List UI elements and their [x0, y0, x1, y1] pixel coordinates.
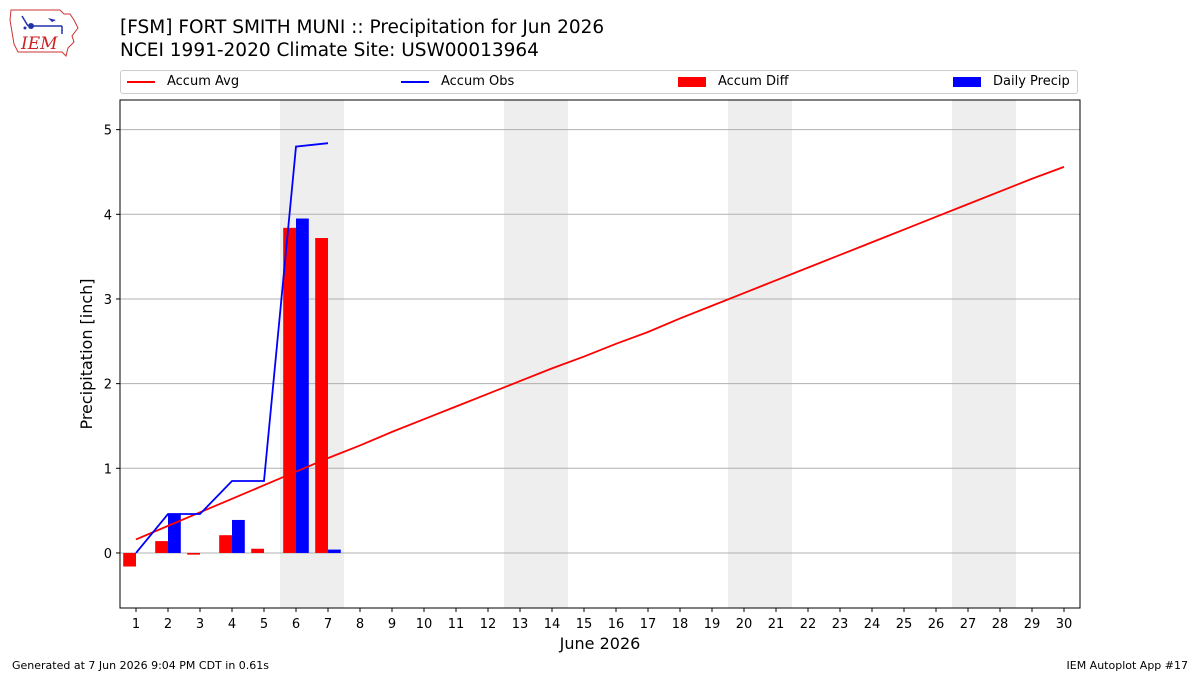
x-tick-label: 9 — [388, 617, 396, 632]
x-tick-label: 25 — [896, 617, 913, 632]
x-tick-label: 13 — [512, 617, 529, 632]
lines-group — [135, 142, 1065, 554]
x-tick-label: 21 — [768, 617, 785, 632]
x-tick-label: 27 — [960, 617, 977, 632]
app-credit: IEM Autoplot App #17 — [1066, 659, 1189, 672]
bar-accum-diff — [283, 227, 296, 553]
bar-accum-diff — [219, 535, 232, 553]
x-tick-label: 16 — [608, 617, 625, 632]
weekend-band — [728, 100, 792, 608]
y-tick-label: 3 — [104, 293, 112, 308]
y-ticks-group: 0 1 2 3 4 5 — [104, 124, 120, 562]
bars-group — [123, 218, 341, 567]
chart-subtitle: NCEI 1991-2020 Climate Site: USW00013964 — [120, 40, 539, 61]
x-tick-label: 15 — [576, 617, 593, 632]
x-tick-label: 23 — [832, 617, 849, 632]
bar-daily-precip — [296, 218, 309, 553]
x-tick-label: 14 — [544, 617, 561, 632]
legend-label-daily-precip: Daily Precip — [993, 74, 1070, 89]
y-axis-label: Precipitation [inch] — [77, 278, 96, 429]
bar-daily-precip — [168, 514, 181, 553]
legend-swatch-accum-obs — [401, 80, 429, 83]
x-tick-label: 4 — [228, 617, 236, 632]
legend-swatch-accum-diff — [678, 76, 706, 87]
x-tick-label: 1 — [132, 617, 140, 632]
x-tick-label: 29 — [1024, 617, 1041, 632]
line-accum-avg — [135, 166, 1065, 541]
y-tick-label: 1 — [104, 462, 112, 477]
x-tick-label: 5 — [260, 617, 268, 632]
iowa-state-outline-icon — [9, 9, 79, 57]
line-accum-obs — [135, 142, 329, 554]
bar-daily-precip — [328, 549, 341, 553]
bar-accum-diff — [123, 552, 136, 567]
y-tick-label: 4 — [104, 208, 112, 223]
x-tick-label: 2 — [164, 617, 172, 632]
legend-item-accum-obs: Accum Obs — [401, 74, 514, 89]
bar-accum-diff — [187, 552, 200, 555]
legend-label-accum-avg: Accum Avg — [167, 74, 240, 89]
chart-title: [FSM] FORT SMITH MUNI :: Precipitation f… — [120, 17, 605, 38]
x-tick-label: 10 — [416, 617, 433, 632]
x-tick-label: 20 — [736, 617, 753, 632]
iem-logo: IEM — [8, 6, 82, 62]
legend-item-accum-diff: Accum Diff — [678, 74, 789, 89]
x-tick-label: 7 — [324, 617, 332, 632]
x-tick-label: 6 — [292, 617, 300, 632]
legend-swatch-accum-avg — [127, 80, 155, 83]
x-tick-label: 8 — [356, 617, 364, 632]
x-ticks-group: 1 2 3 4 5 6 7 8 9 10 11 12 13 14 15 16 17 18 19 20 21 22 23 24 2… — [132, 608, 1072, 632]
x-tick-label: 24 — [864, 617, 881, 632]
y-tick-label: 5 — [104, 124, 112, 139]
x-tick-label: 22 — [800, 617, 817, 632]
logo-text: IEM — [21, 34, 58, 54]
bar-accum-diff — [315, 238, 328, 553]
x-tick-label: 30 — [1056, 617, 1073, 632]
generated-timestamp: Generated at 7 Jun 2026 9:04 PM CDT in 0… — [12, 659, 270, 672]
x-axis-label: June 2026 — [559, 634, 641, 653]
x-tick-label: 28 — [992, 617, 1009, 632]
legend-label-accum-diff: Accum Diff — [718, 74, 789, 89]
bar-accum-diff — [155, 541, 168, 553]
weekend-band — [952, 100, 1016, 608]
y-tick-label: 0 — [104, 547, 112, 562]
legend-label-accum-obs: Accum Obs — [441, 74, 515, 89]
x-tick-label: 12 — [480, 617, 497, 632]
grid-group — [120, 129, 1080, 554]
legend-swatch-daily-precip — [953, 76, 981, 87]
bar-accum-diff — [251, 548, 264, 553]
y-tick-label: 2 — [104, 378, 112, 393]
legend-item-daily-precip: Daily Precip — [953, 74, 1070, 89]
x-tick-label: 26 — [928, 617, 945, 632]
x-tick-label: 18 — [672, 617, 689, 632]
plot-frame — [119, 99, 1081, 609]
x-tick-label: 19 — [704, 617, 721, 632]
x-tick-label: 17 — [640, 617, 657, 632]
bar-daily-precip — [232, 519, 245, 553]
x-tick-label: 11 — [448, 617, 465, 632]
legend: Accum Avg Accum Obs Accum Diff Daily Pre… — [120, 70, 1078, 94]
x-tick-label: 3 — [196, 617, 204, 632]
weekend-shading-group — [280, 100, 1016, 608]
legend-item-accum-avg: Accum Avg — [127, 74, 239, 89]
weekend-band — [504, 100, 568, 608]
